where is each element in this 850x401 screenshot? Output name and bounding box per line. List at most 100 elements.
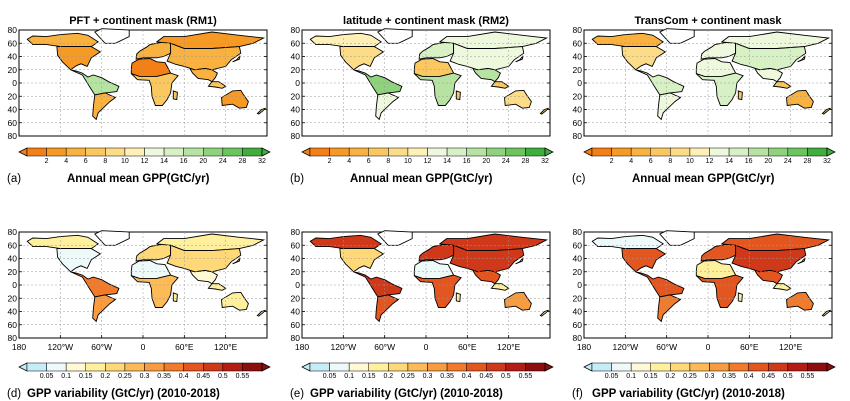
y-tick-label: 20 <box>8 91 18 101</box>
colorbar-swatch <box>728 147 749 157</box>
colorbar-label: GPP variability (GtC/yr) (2010-2018) <box>592 388 785 400</box>
colorbar-tick-label: 20 <box>764 158 772 165</box>
region-3 <box>657 92 682 121</box>
island-2 <box>797 55 806 63</box>
colorbar-swatch <box>486 362 507 372</box>
colorbar-tick-label: 32 <box>541 158 549 165</box>
colorbar-label: GPP variability (GtC/yr) (2010-2018) <box>310 388 503 400</box>
colorbar-tick-label: 0.15 <box>644 373 658 380</box>
colorbar-tick-label: 0.05 <box>605 373 619 380</box>
colorbar-tick-label: 0.35 <box>722 373 736 380</box>
y-tick-label: 20 <box>573 65 583 75</box>
x-tick-label: 180 <box>12 342 26 352</box>
island-3 <box>737 90 743 101</box>
x-tick-label: 120°E <box>779 342 803 352</box>
region-8 <box>130 72 179 106</box>
region-9 <box>188 269 218 285</box>
colorbar-swatch <box>427 362 448 372</box>
colorbar-arrow-right <box>826 147 836 157</box>
island-3 <box>172 90 178 101</box>
colorbar-tick-label: 14 <box>160 158 168 165</box>
colorbar-tick-label: 0.35 <box>440 373 454 380</box>
colorbar-tick-label: 16 <box>180 158 188 165</box>
x-tick-label: 60°E <box>740 342 759 352</box>
y-tick-label: 0 <box>295 280 300 290</box>
colorbar-tick-label: 0.15 <box>79 373 93 380</box>
colorbar-swatch <box>670 362 691 372</box>
region-3 <box>657 294 682 323</box>
colorbar-arrow-left <box>18 147 28 157</box>
y-tick-label: 80 <box>8 25 18 35</box>
panel-title: TransCom + continent mask <box>634 15 782 27</box>
y-tick-label: 40 <box>8 52 18 62</box>
y-tick-label: 20 <box>573 267 583 277</box>
colorbar-arrow-right <box>826 362 836 372</box>
colorbar-swatch <box>144 147 165 157</box>
region-10 <box>504 89 532 109</box>
colorbar-tick-label: 0.4 <box>744 373 754 380</box>
y-tick-label: 40 <box>573 307 583 317</box>
colorbar-swatch <box>183 362 204 372</box>
colorbar-swatch <box>591 362 612 372</box>
colorbar-swatch <box>329 362 350 372</box>
y-tick-label: 0 <box>12 78 17 88</box>
colorbar-tick-label: 0.3 <box>140 373 150 380</box>
colorbar-tick-label: 0.55 <box>801 373 815 380</box>
colorbar-swatch <box>650 362 671 372</box>
region-9 <box>188 67 218 83</box>
colorbar-tick-label: 0.3 <box>423 373 433 380</box>
colorbar-tick-label: 10 <box>121 158 129 165</box>
colorbar-swatch <box>163 147 184 157</box>
x-tick-label: 60°E <box>175 342 194 352</box>
y-tick-label: 80 <box>573 131 583 141</box>
region-1 <box>339 46 385 71</box>
y-tick-label: 0 <box>295 78 300 88</box>
colorbar-swatch <box>728 362 749 372</box>
colorbar-swatch <box>26 147 47 157</box>
region-10 <box>221 89 249 109</box>
colorbar-swatch <box>486 147 507 157</box>
y-tick-label: 80 <box>573 25 583 35</box>
colorbar-tick-label: 0.55 <box>236 373 250 380</box>
y-tick-label: 20 <box>8 65 18 75</box>
colorbar-swatch <box>46 362 67 372</box>
colorbar-arrow-left <box>583 147 593 157</box>
colorbar: 0.05 0.1 0.15 0.2 0.25 0.3 0.35 0.4 0.45 0.5 0.55 <box>583 362 836 380</box>
colorbar-swatch <box>242 362 263 372</box>
colorbar-label: Annual mean GPP(GtC/yr) <box>632 173 775 185</box>
y-tick-label: 60 <box>573 38 583 48</box>
region-3 <box>92 92 117 121</box>
colorbar-swatch <box>203 147 224 157</box>
colorbar-tick-label: 24 <box>219 158 227 165</box>
colorbar-swatch <box>630 362 652 372</box>
y-tick-label: 40 <box>8 254 18 264</box>
colorbar-swatch <box>144 362 165 372</box>
colorbar-swatch <box>768 362 789 372</box>
region-8 <box>413 274 462 308</box>
colorbar-swatch <box>309 147 330 157</box>
colorbar-tick-label: 0.4 <box>179 373 189 380</box>
island-2 <box>232 55 241 63</box>
colorbar-swatch <box>85 362 106 372</box>
y-tick-label: 20 <box>573 91 583 101</box>
y-tick-label: 40 <box>291 105 301 115</box>
y-tick-label: 40 <box>291 307 301 317</box>
region-1 <box>56 248 102 273</box>
colorbar-swatch <box>105 362 126 372</box>
panel-label: (c) <box>572 173 586 185</box>
colorbar-tick-label: 0.15 <box>362 373 376 380</box>
panel-label: (e) <box>290 388 304 400</box>
colorbar-tick-label: 0.5 <box>783 373 793 380</box>
colorbar-swatch <box>388 362 409 372</box>
colorbar-arrow-left <box>301 147 311 157</box>
colorbar: 2 4 6 8 10 12 14 16 20 24 28 32 <box>301 147 554 165</box>
colorbar-tick-label: 0.2 <box>383 373 393 380</box>
colorbar-swatch <box>466 147 487 157</box>
island-3 <box>455 292 461 303</box>
region-1 <box>339 248 385 273</box>
y-tick-label: 60 <box>291 240 301 250</box>
colorbar-swatch <box>163 362 184 372</box>
region-9 <box>471 269 501 285</box>
colorbar-swatch <box>787 147 808 157</box>
